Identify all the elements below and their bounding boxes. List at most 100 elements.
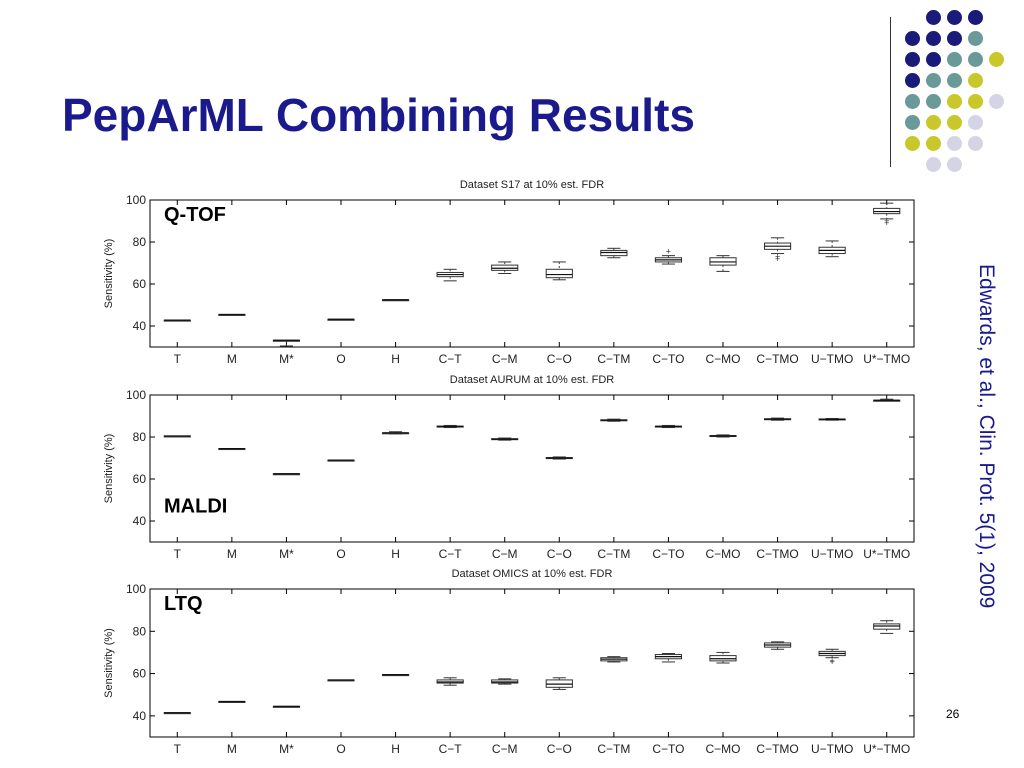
x-tick-label: C−M [492, 352, 518, 366]
decor-dot [947, 157, 962, 172]
x-tick-label: M [227, 352, 237, 366]
instrument-label: LTQ [164, 593, 203, 615]
x-tick-label: M* [279, 547, 294, 561]
y-axis-label: Sensitivity (%) [103, 434, 115, 504]
x-tick-label: C−TM [597, 742, 630, 756]
x-tick-label: C−O [547, 352, 572, 366]
decor-dot [926, 10, 941, 25]
decor-dot [905, 136, 920, 151]
x-tick-label: O [336, 547, 345, 561]
x-tick-label: C−MO [705, 742, 740, 756]
x-tick-label: U−TMO [811, 742, 853, 756]
decor-dot [926, 136, 941, 151]
outlier-marker: + [666, 246, 671, 256]
decorative-dot-grid [905, 10, 1024, 172]
plot-title: Dataset OMICS at 10% est. FDR [452, 568, 613, 580]
decor-dot [947, 10, 962, 25]
decor-dot [926, 31, 941, 46]
x-tick-label: U*−TMO [863, 742, 910, 756]
decor-dot [947, 94, 962, 109]
x-tick-label: U*−TMO [863, 547, 910, 561]
x-tick-label: T [174, 352, 182, 366]
x-tick-label: H [391, 352, 400, 366]
box [545, 268, 573, 279]
instrument-label: Q-TOF [164, 204, 226, 226]
x-tick-label: H [391, 742, 400, 756]
x-tick-label: C−TM [597, 547, 630, 561]
decor-dot [947, 73, 962, 88]
outlier-marker: + [775, 252, 780, 262]
x-tick-label: O [336, 742, 345, 756]
plot-frame [149, 199, 915, 348]
decor-dot [968, 94, 983, 109]
outlier-marker: + [775, 254, 780, 264]
y-tick-label: 100 [126, 582, 146, 596]
decor-dot [926, 115, 941, 130]
decor-dot [968, 31, 983, 46]
decor-dot [926, 94, 941, 109]
x-tick-label: O [336, 352, 345, 366]
x-tick-label: M* [279, 742, 294, 756]
x-tick-label: C−T [439, 547, 463, 561]
y-axis-label: Sensitivity (%) [103, 628, 115, 698]
x-tick-label: C−TM [597, 352, 630, 366]
plot-title: Dataset AURUM at 10% est. FDR [450, 374, 614, 386]
x-tick-label: U−TMO [811, 352, 853, 366]
decor-dot [947, 136, 962, 151]
decor-dot [947, 52, 962, 67]
decor-dot [968, 115, 983, 130]
plot-frame [149, 588, 915, 738]
y-tick-label: 60 [133, 472, 147, 486]
x-tick-label: M [227, 742, 237, 756]
decor-dot [926, 73, 941, 88]
decor-dot [926, 52, 941, 67]
x-tick-label: C−TMO [756, 547, 798, 561]
x-tick-label: M [227, 547, 237, 561]
y-tick-label: 40 [133, 319, 147, 333]
y-tick-label: 40 [133, 514, 147, 528]
title-divider [890, 17, 891, 167]
outlier-marker: + [884, 216, 889, 226]
x-tick-label: C−TMO [756, 742, 798, 756]
decor-dot [968, 10, 983, 25]
x-tick-label: C−O [547, 547, 572, 561]
x-tick-label: C−T [439, 352, 463, 366]
slide-title: PepArML Combining Results [62, 89, 695, 141]
x-tick-label: C−TO [652, 352, 684, 366]
x-tick-label: U−TMO [811, 547, 853, 561]
decor-dot [905, 73, 920, 88]
x-tick-label: T [174, 547, 182, 561]
decor-dot [989, 94, 1004, 109]
x-tick-label: C−O [547, 742, 572, 756]
plot-title: Dataset S17 at 10% est. FDR [460, 179, 604, 191]
decor-dot [968, 136, 983, 151]
y-tick-label: 60 [133, 667, 147, 681]
plot-frame [149, 394, 915, 543]
x-tick-label: C−MO [705, 352, 740, 366]
outlier-marker: + [884, 218, 889, 228]
x-tick-label: C−TMO [756, 352, 798, 366]
page-number: 26 [946, 707, 960, 721]
x-tick-label: C−TO [652, 742, 684, 756]
x-tick-label: U*−TMO [863, 352, 910, 366]
instrument-label: MALDI [164, 496, 227, 518]
x-tick-label: C−T [439, 742, 463, 756]
x-tick-label: C−MO [705, 547, 740, 561]
y-tick-label: 100 [126, 193, 146, 207]
y-tick-label: 60 [133, 277, 147, 291]
decor-dot [905, 115, 920, 130]
decor-dot [989, 52, 1004, 67]
x-tick-label: T [174, 742, 182, 756]
outlier-marker: + [830, 656, 835, 666]
decor-dot [968, 52, 983, 67]
x-tick-label: C−M [492, 547, 518, 561]
decor-dot [905, 52, 920, 67]
x-tick-label: H [391, 547, 400, 561]
y-tick-label: 100 [126, 388, 146, 402]
x-tick-label: C−M [492, 742, 518, 756]
y-axis-label: Sensitivity (%) [103, 239, 115, 309]
decor-dot [947, 115, 962, 130]
x-tick-label: M* [279, 352, 294, 366]
y-tick-label: 80 [133, 430, 147, 444]
